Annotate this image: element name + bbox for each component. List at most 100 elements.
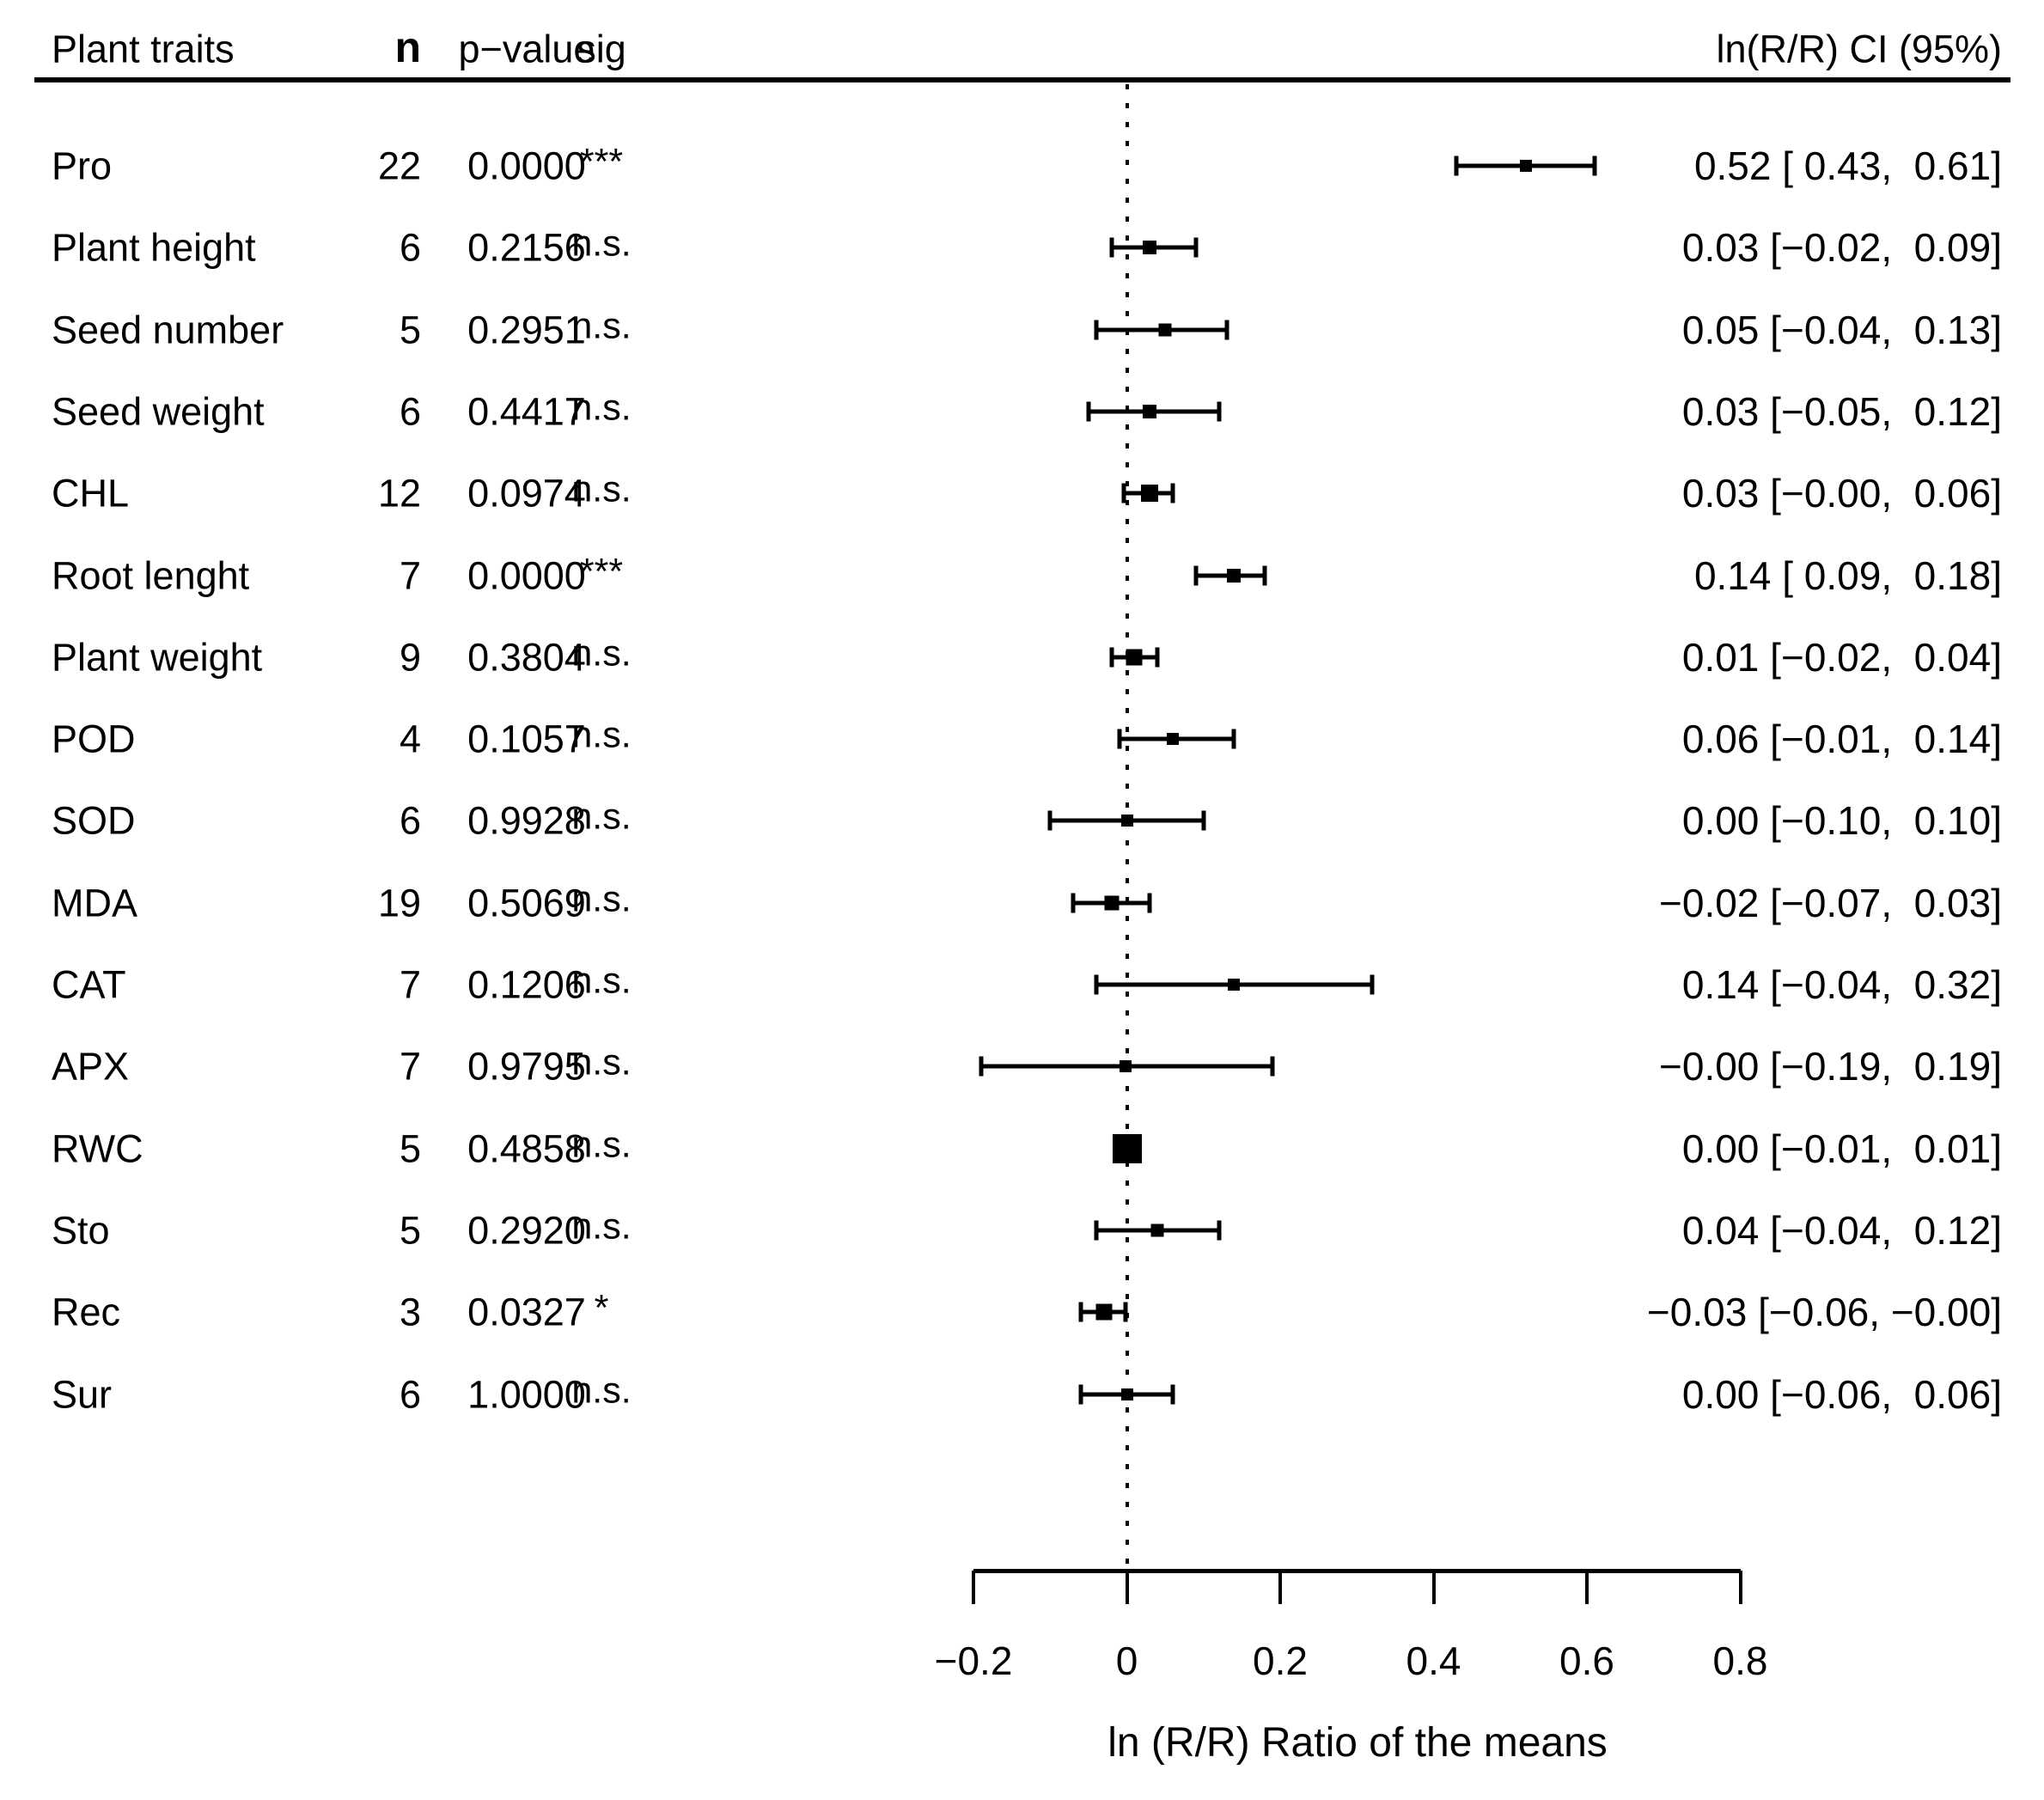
effect-size-marker (1158, 323, 1172, 337)
row-estimate-ci-text: 0.04 [−0.04, 0.12] (1681, 1207, 2002, 1253)
column-header-plant-traits: Plant traits (52, 27, 235, 71)
ci-whisker-cap-left (1094, 1220, 1099, 1241)
x-axis-tick-label: 0 (1115, 1638, 1138, 1683)
row-sig-marker: n.s. (571, 714, 632, 756)
effect-size-marker (1143, 241, 1157, 255)
row-estimate-ci-text: 0.06 [−0.01, 0.14] (1681, 717, 2002, 762)
effect-size-marker (1141, 485, 1159, 503)
effect-size-marker (1119, 1060, 1132, 1073)
row-n-value: 7 (399, 962, 421, 1007)
ci-whisker-cap-left (1094, 974, 1099, 995)
effect-size-marker (1143, 404, 1157, 418)
row-estimate-ci-text: −0.00 [−0.19, 0.19] (1659, 1044, 2002, 1089)
x-axis-tick-label: 0.8 (1712, 1638, 1768, 1683)
ci-whisker-cap-left (1121, 483, 1126, 503)
ci-whisker-cap-right (1170, 483, 1175, 503)
effect-size-marker (1126, 649, 1143, 666)
row-estimate-ci-text: 0.14 [ 0.09, 0.18] (1693, 552, 2002, 598)
row-estimate-ci-text: 0.00 [−0.10, 0.10] (1681, 798, 2002, 844)
row-trait-label: Sur (52, 1372, 113, 1416)
effect-size-marker (1104, 895, 1120, 911)
ci-whisker-cap-right (1147, 893, 1152, 913)
row-p-value: 0.4417 (467, 389, 586, 434)
ci-whisker-cap-right (1262, 565, 1267, 585)
ci-whisker-cap-left (1193, 565, 1199, 585)
row-p-value: 1.0000 (467, 1372, 586, 1416)
ci-whisker-cap-left (1047, 810, 1053, 831)
row-trait-label: Root lenght (52, 553, 250, 597)
column-header-ci: ln(R/R) CI (95%) (1716, 27, 2002, 71)
row-sig-marker: n.s. (571, 1124, 632, 1166)
ci-whisker-cap-right (1123, 1302, 1128, 1322)
effect-size-marker (1112, 1133, 1142, 1163)
row-p-value: 0.9928 (467, 798, 586, 843)
x-axis-tick (1738, 1571, 1742, 1604)
x-axis-line (973, 1569, 1741, 1573)
row-sig-marker: n.s. (571, 387, 632, 429)
row-n-value: 7 (399, 1044, 421, 1089)
effect-size-marker (1228, 979, 1241, 991)
ci-whisker-cap-left (1117, 729, 1122, 749)
row-trait-label: Seed number (52, 308, 284, 352)
x-axis-tick (1278, 1571, 1282, 1604)
ci-whisker-cap-right (1370, 974, 1375, 995)
row-estimate-ci-text: 0.03 [−0.05, 0.12] (1681, 388, 2002, 434)
row-sig-marker: *** (579, 551, 624, 592)
ci-whisker-cap-left (1454, 156, 1459, 176)
x-axis-tick (1585, 1571, 1589, 1604)
effect-size-marker (1227, 568, 1242, 583)
ci-whisker-cap-right (1193, 237, 1199, 258)
row-estimate-ci-text: 0.05 [−0.04, 0.13] (1681, 307, 2002, 352)
ci-whisker-cap-right (1231, 729, 1236, 749)
row-estimate-ci-text: −0.02 [−0.07, 0.03] (1659, 880, 2002, 925)
x-axis-tick-label: 0.2 (1253, 1638, 1308, 1683)
row-sig-marker: n.s. (571, 878, 632, 920)
row-sig-marker: n.s. (571, 960, 632, 1002)
row-p-value: 0.4858 (467, 1126, 586, 1171)
row-n-value: 19 (377, 881, 421, 925)
ci-whisker-cap-right (1217, 401, 1222, 422)
ci-whisker-cap-left (1094, 320, 1099, 340)
zero-reference-line (1126, 84, 1129, 1571)
row-trait-label: CAT (52, 962, 126, 1007)
effect-size-marker (1167, 733, 1180, 746)
row-n-value: 4 (399, 717, 421, 761)
ci-whisker-cap-left (1078, 1302, 1083, 1322)
ci-whisker-cap-left (1109, 237, 1114, 258)
ci-whisker-cap-right (1170, 1384, 1175, 1404)
row-sig-marker: n.s. (571, 1370, 632, 1411)
column-header-p-value: p−value (458, 27, 595, 71)
row-p-value: 0.5069 (467, 881, 586, 925)
header-rule (34, 77, 2010, 82)
row-p-value: 0.2156 (467, 225, 586, 270)
ci-whisker-cap-right (1224, 320, 1229, 340)
row-trait-label: MDA (52, 881, 137, 925)
ci-whisker-cap-right (1201, 810, 1206, 831)
row-sig-marker: n.s. (571, 796, 632, 838)
row-n-value: 5 (399, 308, 421, 352)
row-estimate-ci-text: 0.14 [−0.04, 0.32] (1681, 962, 2002, 1007)
effect-size-marker (1519, 160, 1532, 172)
ci-whisker-cap-right (1592, 156, 1597, 176)
x-axis-tick (1125, 1571, 1129, 1604)
x-axis-tick-label: 0.4 (1406, 1638, 1461, 1683)
row-sig-marker: n.s. (571, 305, 632, 347)
x-axis-tick-label: 0.6 (1559, 1638, 1614, 1683)
column-header-sig: sig (577, 27, 626, 71)
ci-whisker-cap-right (1270, 1056, 1275, 1077)
row-trait-label: Sto (52, 1208, 110, 1253)
row-trait-label: APX (52, 1044, 130, 1089)
effect-size-marker (1150, 1223, 1164, 1237)
row-p-value: 0.1206 (467, 962, 586, 1007)
row-n-value: 5 (399, 1208, 421, 1253)
row-estimate-ci-text: 0.52 [ 0.43, 0.61] (1693, 143, 2002, 188)
row-n-value: 6 (399, 1372, 421, 1416)
ci-whisker-cap-left (1071, 893, 1076, 913)
x-axis-tick (1431, 1571, 1436, 1604)
ci-whisker-cap-left (1086, 401, 1091, 422)
x-axis-tick-label: −0.2 (934, 1638, 1013, 1683)
row-trait-label: Plant weight (52, 635, 263, 680)
row-estimate-ci-text: −0.03 [−0.06, −0.00] (1646, 1290, 2002, 1335)
ci-whisker-cap-right (1217, 1220, 1222, 1241)
